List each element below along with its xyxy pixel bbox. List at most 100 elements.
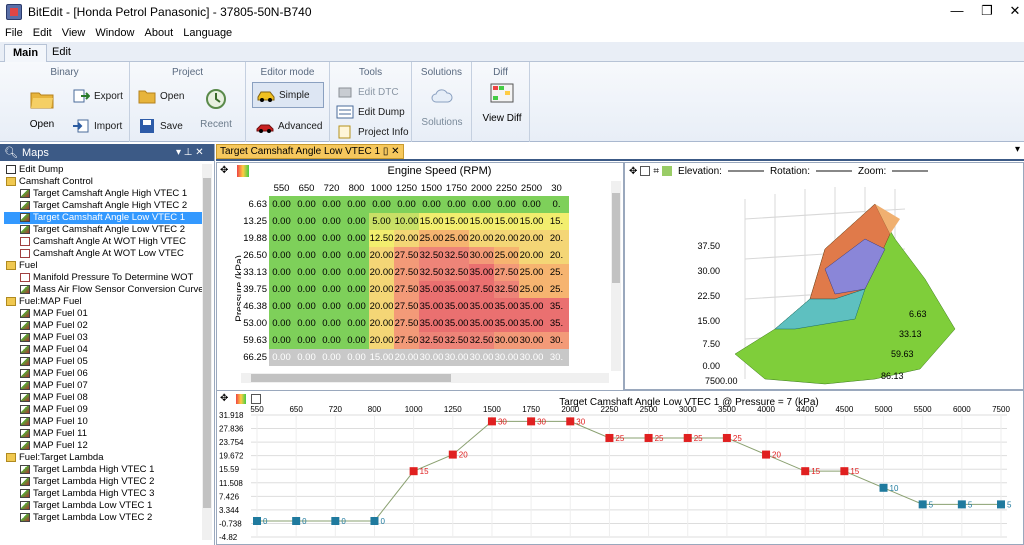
table-cell[interactable]: 27.50 bbox=[394, 264, 419, 281]
solutions-button[interactable]: Solutions bbox=[416, 86, 468, 128]
table-cell[interactable]: 0.00 bbox=[269, 213, 294, 230]
edit-dump-button[interactable]: Edit Dump bbox=[336, 104, 405, 120]
grid-icon[interactable] bbox=[251, 394, 261, 404]
table-cell[interactable]: 35. bbox=[544, 298, 569, 315]
table-cell[interactable]: 35.00 bbox=[494, 315, 519, 332]
move-icon[interactable]: ✥ bbox=[220, 393, 229, 404]
table-cell[interactable]: 0.00 bbox=[444, 196, 469, 213]
project-open-button[interactable]: Open bbox=[138, 88, 184, 104]
line-chart[interactable]: Target Camshaft Angle Low VTEC 1 @ Press… bbox=[217, 391, 1023, 544]
tab-main[interactable]: Main bbox=[4, 44, 48, 63]
table-cell[interactable]: 0.00 bbox=[269, 281, 294, 298]
table-cell[interactable]: 20.00 bbox=[519, 230, 544, 247]
table-cell[interactable]: 0.00 bbox=[419, 196, 444, 213]
tab-dropdown-icon[interactable]: ▾ bbox=[1014, 144, 1020, 155]
table-cell[interactable]: 25.00 bbox=[419, 230, 444, 247]
table-cell[interactable]: 0. bbox=[544, 196, 569, 213]
table-cell[interactable]: 35.00 bbox=[444, 315, 469, 332]
table-cell[interactable]: 32.50 bbox=[444, 332, 469, 349]
tree-item[interactable]: Target Camshaft Angle Low VTEC 1 bbox=[4, 212, 202, 224]
table-cell[interactable]: 0.00 bbox=[344, 213, 369, 230]
table-cell[interactable]: 0.00 bbox=[294, 349, 319, 366]
table-cell[interactable]: 35.00 bbox=[469, 264, 494, 281]
table-cell[interactable]: 0.00 bbox=[319, 230, 344, 247]
table-cell[interactable]: 27.50 bbox=[394, 315, 419, 332]
table-cell[interactable]: 0.00 bbox=[319, 332, 344, 349]
export-button[interactable]: Export bbox=[72, 88, 123, 104]
table-cell[interactable]: 0.00 bbox=[319, 281, 344, 298]
table-cell[interactable]: 10.00 bbox=[394, 213, 419, 230]
close-button[interactable]: ✕ bbox=[1009, 3, 1021, 18]
table-cell[interactable]: 20.00 bbox=[369, 298, 394, 315]
tree-folder[interactable]: Fuel:MAP Fuel bbox=[4, 296, 202, 308]
tree-item[interactable]: MAP Fuel 04 bbox=[4, 344, 202, 356]
data-point[interactable] bbox=[409, 467, 418, 476]
table-cell[interactable]: 30.00 bbox=[444, 349, 469, 366]
table-cell[interactable]: 20.00 bbox=[394, 230, 419, 247]
table-cell[interactable]: 20.00 bbox=[369, 247, 394, 264]
data-point[interactable] bbox=[566, 417, 575, 426]
data-point[interactable] bbox=[487, 417, 496, 426]
table-cell[interactable]: 32.50 bbox=[494, 281, 519, 298]
color-map-icon[interactable] bbox=[237, 165, 249, 177]
menu-about[interactable]: About bbox=[144, 27, 174, 39]
table-cell[interactable]: 20.00 bbox=[494, 230, 519, 247]
tree-folder[interactable]: Fuel:Target Lambda bbox=[4, 452, 202, 464]
table-cell[interactable]: 35.00 bbox=[419, 281, 444, 298]
table-cell[interactable]: 35.00 bbox=[444, 281, 469, 298]
table-cell[interactable]: 0.00 bbox=[269, 264, 294, 281]
tree-item[interactable]: Mass Air Flow Sensor Conversion Curve bbox=[4, 284, 202, 296]
table-cell[interactable]: 15.00 bbox=[494, 213, 519, 230]
table-cell[interactable]: 25. bbox=[544, 264, 569, 281]
data-point[interactable] bbox=[292, 516, 301, 525]
table-cell[interactable]: 0.00 bbox=[269, 298, 294, 315]
data-point[interactable] bbox=[957, 500, 966, 509]
tree-item[interactable]: MAP Fuel 07 bbox=[4, 380, 202, 392]
table-cell[interactable]: 25.00 bbox=[519, 281, 544, 298]
maps-scrollbar-thumb[interactable] bbox=[203, 178, 211, 508]
table-cell[interactable]: 35.00 bbox=[519, 298, 544, 315]
table-cell[interactable]: 32.50 bbox=[419, 332, 444, 349]
project-info-button[interactable]: Project Info bbox=[336, 124, 409, 140]
table-cell[interactable]: 15. bbox=[544, 213, 569, 230]
edit-dtc-button[interactable]: Edit DTC bbox=[336, 84, 399, 100]
data-point[interactable] bbox=[879, 483, 888, 492]
document-tab[interactable]: Target Camshaft Angle Low VTEC 1 ▯ ✕ bbox=[216, 144, 404, 159]
open-button[interactable]: Open bbox=[22, 88, 62, 130]
data-point[interactable] bbox=[722, 433, 731, 442]
table-cell[interactable]: 0.00 bbox=[319, 349, 344, 366]
tree-item[interactable]: MAP Fuel 03 bbox=[4, 332, 202, 344]
advanced-mode-button[interactable]: Advanced bbox=[256, 118, 322, 134]
tree-item[interactable]: Camshaft Angle At WOT Low VTEC bbox=[4, 248, 202, 260]
table-cell[interactable]: 15.00 bbox=[369, 349, 394, 366]
table-cell[interactable]: 35.00 bbox=[419, 298, 444, 315]
data-point[interactable] bbox=[605, 433, 614, 442]
table-cell[interactable]: 30.00 bbox=[494, 349, 519, 366]
table-cell[interactable]: 25.00 bbox=[444, 230, 469, 247]
table-cell[interactable]: 0.00 bbox=[269, 230, 294, 247]
table-cell[interactable]: 15.00 bbox=[444, 213, 469, 230]
data-point[interactable] bbox=[448, 450, 457, 459]
simple-mode-button[interactable]: Simple bbox=[252, 82, 324, 108]
menu-language[interactable]: Language bbox=[183, 27, 233, 39]
tree-item[interactable]: Target Camshaft Angle Low VTEC 2 bbox=[4, 224, 202, 236]
table-cell[interactable]: 0.00 bbox=[269, 247, 294, 264]
table-cell[interactable]: 25.00 bbox=[494, 247, 519, 264]
zoom-slider[interactable] bbox=[892, 170, 929, 172]
data-point[interactable] bbox=[840, 467, 849, 476]
move-icon[interactable]: ✥ bbox=[629, 165, 638, 177]
table-cell[interactable]: 20.00 bbox=[369, 264, 394, 281]
tree-item[interactable]: Target Lambda Low VTEC 2 bbox=[4, 512, 202, 524]
tree-item[interactable]: Target Lambda High VTEC 3 bbox=[4, 488, 202, 500]
table-cell[interactable]: 12.50 bbox=[369, 230, 394, 247]
table-cell[interactable]: 0.00 bbox=[344, 264, 369, 281]
table-cell[interactable]: 37.50 bbox=[469, 281, 494, 298]
table-hscroll-thumb[interactable] bbox=[251, 374, 451, 382]
tree-item[interactable]: MAP Fuel 09 bbox=[4, 404, 202, 416]
tab-edit[interactable]: Edit bbox=[52, 46, 71, 58]
tree-item[interactable]: Edit Dump bbox=[4, 164, 202, 176]
table-cell[interactable]: 35.00 bbox=[494, 298, 519, 315]
tree-item[interactable]: Target Lambda Low VTEC 1 bbox=[4, 500, 202, 512]
table-hscrollbar[interactable] bbox=[241, 373, 609, 383]
tree-item[interactable]: Manifold Pressure To Determine WOT bbox=[4, 272, 202, 284]
